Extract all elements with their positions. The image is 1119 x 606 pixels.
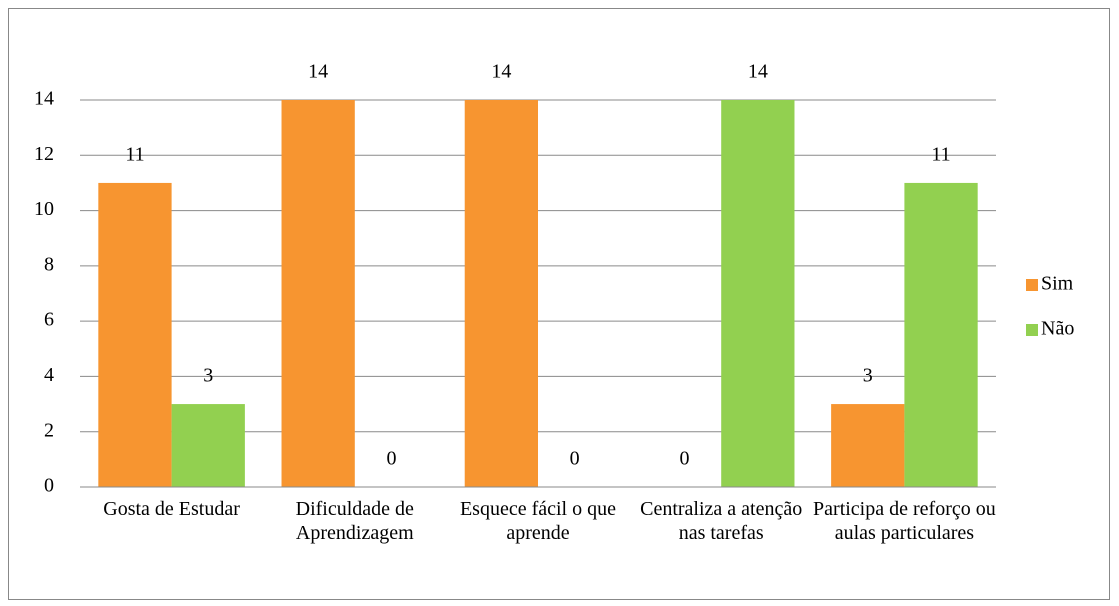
- value-label: 0: [680, 448, 690, 470]
- y-tick-label: 8: [44, 253, 54, 275]
- x-tick-label: Gosta de Estudar: [103, 498, 240, 520]
- bar: [171, 404, 245, 487]
- y-tick-label: 10: [34, 198, 54, 220]
- x-tick-label-box: Dificuldade de Aprendizagem: [295, 498, 414, 544]
- value-label: 11: [931, 144, 950, 166]
- x-tick-label-box: Esquece fácil o que aprende: [459, 498, 616, 544]
- y-tick-label: 12: [34, 143, 54, 165]
- value-label: 0: [386, 448, 396, 470]
- value-label: 3: [203, 365, 213, 387]
- value-label: 14: [308, 61, 328, 83]
- y-tick-label: 4: [44, 364, 54, 386]
- x-tick-label-box: Participa de reforço ou aulas particular…: [813, 498, 996, 544]
- chart-frame: [8, 8, 1110, 600]
- value-label: 3: [863, 365, 873, 387]
- bar: [98, 182, 172, 487]
- x-tick-label: Esquece fácil o que aprende: [459, 498, 616, 544]
- value-label: 14: [491, 61, 511, 83]
- bar: [831, 404, 905, 487]
- y-tick-label: 14: [34, 88, 54, 110]
- bar: [721, 100, 795, 487]
- x-tick-label: Dificuldade de Aprendizagem: [295, 498, 414, 544]
- x-tick-label-box: Centraliza a atenção nas tarefas: [640, 498, 803, 544]
- bar: [904, 182, 978, 487]
- bar: [281, 100, 355, 487]
- x-tick-label: Participa de reforço ou aulas particular…: [813, 498, 996, 544]
- legend-swatch: [1026, 279, 1038, 291]
- legend-label: Não: [1041, 318, 1074, 340]
- y-tick-label: 6: [44, 309, 54, 331]
- legend-swatch: [1026, 324, 1038, 336]
- value-label: 14: [748, 61, 768, 83]
- bar: [464, 100, 538, 487]
- x-tick-label-box: Gosta de Estudar: [103, 498, 240, 520]
- legend-label: Sim: [1041, 273, 1074, 295]
- y-tick-label: 2: [44, 419, 54, 441]
- y-tick-label: 0: [44, 475, 54, 497]
- x-tick-label: Centraliza a atenção nas tarefas: [640, 498, 803, 544]
- value-label: 11: [125, 144, 144, 166]
- value-label: 0: [570, 448, 580, 470]
